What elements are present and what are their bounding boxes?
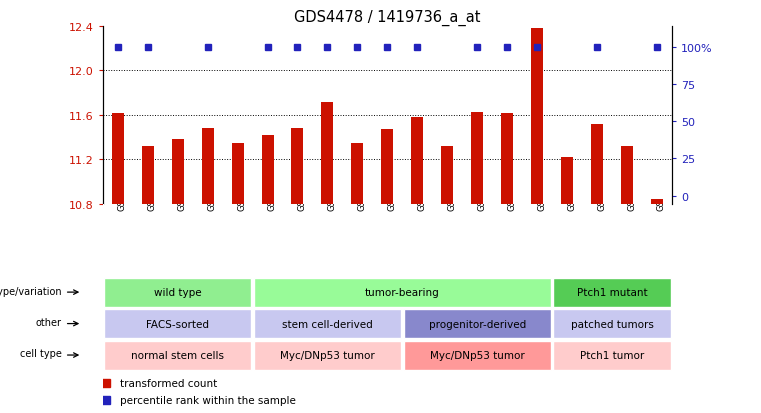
Text: GSM842175: GSM842175 bbox=[537, 159, 546, 210]
Text: GSM842170: GSM842170 bbox=[657, 159, 666, 210]
Text: GSM842173: GSM842173 bbox=[477, 159, 486, 210]
Text: GSM842164: GSM842164 bbox=[327, 159, 336, 210]
Text: GSM842166: GSM842166 bbox=[387, 159, 396, 210]
Text: GSM842165: GSM842165 bbox=[358, 159, 366, 210]
Bar bbox=[321, 102, 333, 204]
Bar bbox=[253, 278, 551, 307]
Text: GSM842163: GSM842163 bbox=[298, 159, 307, 210]
Text: GSM842158: GSM842158 bbox=[148, 159, 157, 210]
Bar bbox=[441, 147, 454, 204]
Text: GSM842174: GSM842174 bbox=[507, 159, 516, 210]
Bar bbox=[231, 143, 244, 204]
Bar bbox=[561, 158, 573, 204]
Bar bbox=[531, 29, 543, 204]
Bar bbox=[553, 278, 670, 307]
Text: other: other bbox=[36, 317, 62, 327]
Text: GSM842167: GSM842167 bbox=[567, 159, 576, 210]
Bar bbox=[253, 341, 401, 370]
Bar bbox=[411, 118, 423, 204]
Text: FACS-sorted: FACS-sorted bbox=[146, 319, 209, 329]
Bar bbox=[202, 129, 214, 204]
Text: GSM842162: GSM842162 bbox=[268, 159, 276, 210]
Text: Ptch1 mutant: Ptch1 mutant bbox=[577, 287, 648, 297]
Text: GSM842168: GSM842168 bbox=[597, 159, 606, 210]
Text: GSM842171: GSM842171 bbox=[417, 159, 426, 210]
Bar bbox=[591, 125, 603, 204]
Bar bbox=[403, 341, 551, 370]
Text: GSM842169: GSM842169 bbox=[627, 159, 636, 210]
Bar bbox=[104, 309, 251, 338]
Bar bbox=[142, 147, 154, 204]
Text: patched tumors: patched tumors bbox=[571, 319, 654, 329]
Text: GSM842159: GSM842159 bbox=[177, 160, 186, 210]
Bar bbox=[104, 278, 251, 307]
Text: cell type: cell type bbox=[20, 349, 62, 358]
Text: GSM842157: GSM842157 bbox=[118, 159, 127, 210]
Text: transformed count: transformed count bbox=[119, 378, 217, 388]
Bar bbox=[253, 309, 401, 338]
Bar bbox=[262, 135, 273, 204]
Bar bbox=[651, 200, 663, 204]
Text: wild type: wild type bbox=[154, 287, 202, 297]
Text: stem cell-derived: stem cell-derived bbox=[282, 319, 373, 329]
Title: GDS4478 / 1419736_a_at: GDS4478 / 1419736_a_at bbox=[294, 9, 481, 26]
Bar bbox=[291, 129, 304, 204]
Text: normal stem cells: normal stem cells bbox=[131, 350, 224, 360]
Text: Myc/DNp53 tumor: Myc/DNp53 tumor bbox=[280, 350, 375, 360]
Text: tumor-bearing: tumor-bearing bbox=[365, 287, 440, 297]
Bar bbox=[553, 309, 670, 338]
Text: progenitor-derived: progenitor-derived bbox=[428, 319, 526, 329]
Bar bbox=[172, 140, 183, 204]
Bar bbox=[381, 130, 393, 204]
Bar bbox=[112, 114, 124, 204]
Text: genotype/variation: genotype/variation bbox=[0, 286, 62, 296]
Bar bbox=[104, 341, 251, 370]
Text: GSM842161: GSM842161 bbox=[237, 159, 247, 210]
Text: Ptch1 tumor: Ptch1 tumor bbox=[580, 350, 644, 360]
Bar bbox=[501, 114, 513, 204]
Bar bbox=[621, 147, 633, 204]
Bar bbox=[352, 143, 364, 204]
Text: percentile rank within the sample: percentile rank within the sample bbox=[119, 395, 296, 405]
Bar bbox=[553, 341, 670, 370]
Text: GSM842172: GSM842172 bbox=[447, 159, 457, 210]
Text: Myc/DNp53 tumor: Myc/DNp53 tumor bbox=[430, 350, 524, 360]
Bar bbox=[471, 112, 483, 204]
Text: GSM842160: GSM842160 bbox=[208, 159, 217, 210]
Bar bbox=[403, 309, 551, 338]
